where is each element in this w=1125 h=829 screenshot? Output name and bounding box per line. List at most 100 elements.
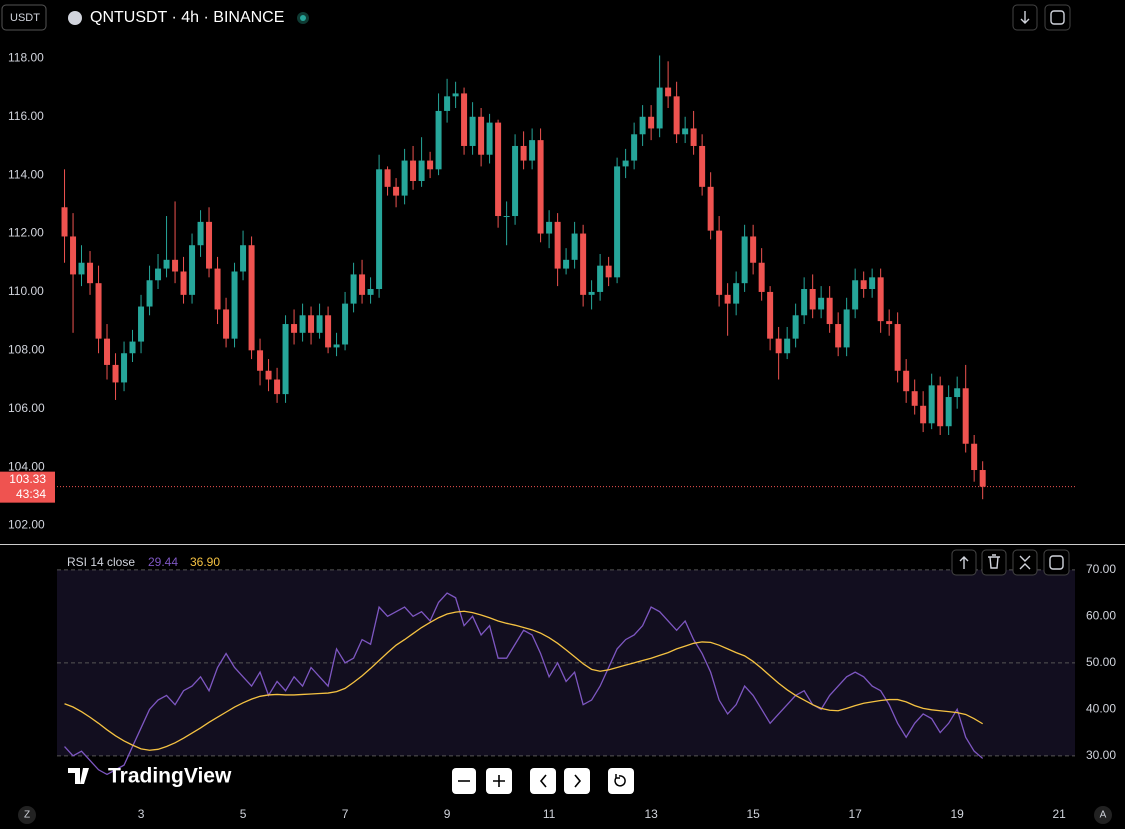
last-price-label: 103.33 bbox=[9, 472, 46, 486]
candle-body bbox=[478, 116, 485, 155]
candle-body bbox=[903, 370, 910, 392]
candle-body bbox=[503, 216, 510, 218]
candle-body bbox=[937, 385, 944, 427]
candle-body bbox=[818, 297, 825, 310]
candle-body bbox=[767, 291, 774, 339]
y-tick-label: 114.00 bbox=[8, 167, 44, 181]
auto-scale-button[interactable] bbox=[1094, 806, 1112, 824]
y-tick-label: 104.00 bbox=[8, 459, 45, 473]
reset-button[interactable] bbox=[608, 768, 634, 794]
candle-body bbox=[631, 134, 638, 161]
currency-button[interactable] bbox=[1, 4, 47, 31]
footer-left: Z bbox=[24, 810, 30, 821]
candle-body bbox=[673, 96, 680, 135]
y-tick-label: 108.00 bbox=[8, 342, 45, 356]
candle-body bbox=[95, 283, 102, 339]
symbol-title: QNTUSDT · 4h · BINANCE bbox=[90, 9, 284, 26]
candle-body bbox=[435, 110, 442, 170]
candle-body bbox=[724, 294, 731, 304]
candle-body bbox=[231, 271, 238, 339]
rsi-line bbox=[64, 610, 984, 751]
pane-separator bbox=[0, 544, 1125, 545]
candle-body bbox=[877, 277, 884, 322]
rsi-line bbox=[64, 592, 984, 776]
candle-body bbox=[325, 315, 332, 348]
candle-body bbox=[274, 379, 281, 395]
candle-body bbox=[291, 324, 298, 333]
timezone-button[interactable] bbox=[18, 806, 36, 824]
candle-body bbox=[104, 338, 111, 365]
x-tick-label: 5 bbox=[240, 807, 247, 821]
candle-body bbox=[410, 160, 417, 181]
candle-body bbox=[138, 306, 145, 342]
icon bbox=[574, 774, 582, 788]
y-tick-label: 110.00 bbox=[8, 284, 44, 298]
candle-body bbox=[588, 291, 595, 295]
delete-button[interactable] bbox=[981, 549, 1007, 576]
x-tick-label: 15 bbox=[746, 807, 760, 821]
candle-body bbox=[733, 283, 740, 304]
candle-body bbox=[87, 262, 94, 284]
candle-body bbox=[971, 443, 978, 471]
candle-body bbox=[665, 87, 672, 97]
rsi-tick-label: 50.00 bbox=[1086, 655, 1116, 669]
candle-body bbox=[571, 233, 578, 260]
maximize-button[interactable] bbox=[1043, 549, 1070, 576]
fullscreen-button[interactable] bbox=[1044, 4, 1071, 31]
status-dot bbox=[300, 15, 306, 21]
rsi-tick-label: 30.00 bbox=[1086, 748, 1116, 762]
candle-body bbox=[869, 277, 876, 290]
candle-body bbox=[886, 321, 893, 325]
candle-body bbox=[860, 280, 867, 290]
candle-body bbox=[282, 324, 289, 395]
icon bbox=[959, 556, 969, 569]
candle-body bbox=[333, 344, 340, 348]
icon bbox=[1019, 555, 1031, 570]
y-tick-label: 102.00 bbox=[8, 518, 45, 532]
candle-body bbox=[163, 259, 170, 269]
candle-body bbox=[639, 116, 646, 135]
icon bbox=[1049, 555, 1064, 570]
candle-body bbox=[342, 303, 349, 345]
candle-body bbox=[444, 96, 451, 111]
candle-body bbox=[597, 265, 604, 292]
candle-body bbox=[750, 236, 757, 263]
candle-body bbox=[61, 207, 68, 237]
x-tick-label: 19 bbox=[950, 807, 964, 821]
icon bbox=[614, 774, 626, 787]
candle-body bbox=[155, 268, 162, 281]
rsi-tick-label: 60.00 bbox=[1086, 609, 1116, 623]
candle-body bbox=[682, 128, 689, 135]
icon bbox=[1050, 10, 1065, 25]
icon bbox=[988, 554, 1000, 569]
candle-body bbox=[605, 265, 612, 278]
candle-body bbox=[690, 128, 697, 146]
scroll-left-button[interactable] bbox=[530, 768, 556, 794]
candle-body bbox=[792, 315, 799, 339]
candle-body bbox=[716, 230, 723, 295]
candle-body bbox=[775, 338, 782, 354]
y-tick-label: 106.00 bbox=[8, 401, 45, 415]
candle-body bbox=[911, 391, 918, 406]
candle-body bbox=[206, 221, 213, 269]
candle-body bbox=[826, 297, 833, 325]
candle-body bbox=[979, 470, 986, 487]
y-tick-label: 118.00 bbox=[8, 51, 44, 65]
candle-body bbox=[393, 186, 400, 196]
rsi-title: RSI 14 close bbox=[67, 555, 135, 569]
candle-body bbox=[520, 145, 527, 161]
candle-body bbox=[656, 87, 663, 129]
candle-body bbox=[648, 116, 655, 129]
collapse-button[interactable] bbox=[1012, 549, 1038, 576]
candle-body bbox=[801, 289, 808, 316]
candle-body bbox=[240, 245, 247, 272]
symbol-logo bbox=[68, 11, 82, 25]
scroll-right-button[interactable] bbox=[564, 768, 590, 794]
candle-body bbox=[835, 324, 842, 348]
icon bbox=[1020, 11, 1030, 24]
x-tick-label: 7 bbox=[342, 807, 349, 821]
candle-body bbox=[367, 289, 374, 295]
x-tick-label: 9 bbox=[444, 807, 451, 821]
currency: USDT bbox=[10, 12, 40, 24]
